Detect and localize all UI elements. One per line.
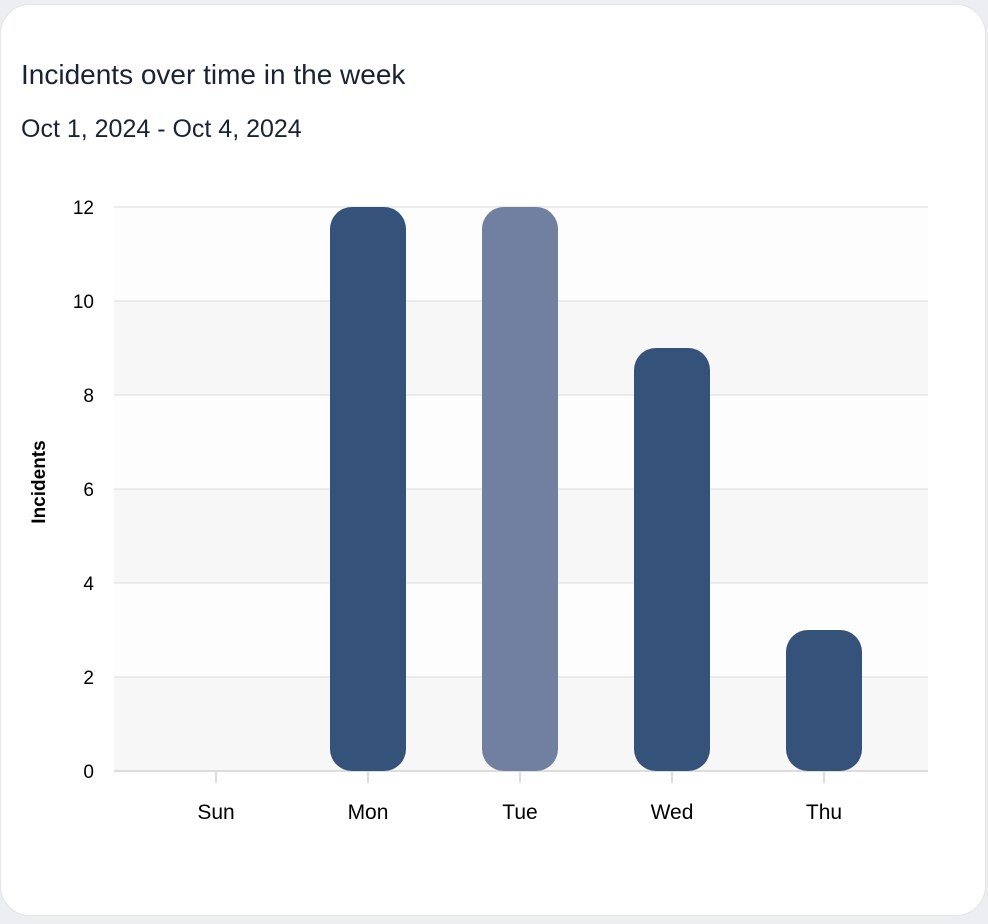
x-tick-label: Sun xyxy=(197,801,234,824)
x-tick-label: Tue xyxy=(502,801,537,824)
y-tick-label: 12 xyxy=(73,198,94,219)
y-tick-label: 0 xyxy=(83,762,94,783)
y-tick-label: 2 xyxy=(83,668,94,689)
y-tick-label: 6 xyxy=(83,480,94,501)
x-tick-label: Wed xyxy=(651,801,694,824)
bar-mon xyxy=(330,207,406,771)
chart-title: Incidents over time in the week xyxy=(21,59,406,90)
y-tick-label: 8 xyxy=(83,386,94,407)
y-axis-label: Incidents xyxy=(29,440,50,523)
date-range: Oct 1, 2024 - Oct 4, 2024 xyxy=(21,115,302,143)
bar-thu xyxy=(786,630,862,771)
x-tick-label: Thu xyxy=(806,801,842,824)
y-tick-label: 10 xyxy=(73,292,94,313)
bar-wed xyxy=(634,348,710,771)
x-tick-label: Mon xyxy=(348,801,389,824)
bar-tue xyxy=(482,207,558,771)
y-tick-label: 4 xyxy=(83,574,94,595)
